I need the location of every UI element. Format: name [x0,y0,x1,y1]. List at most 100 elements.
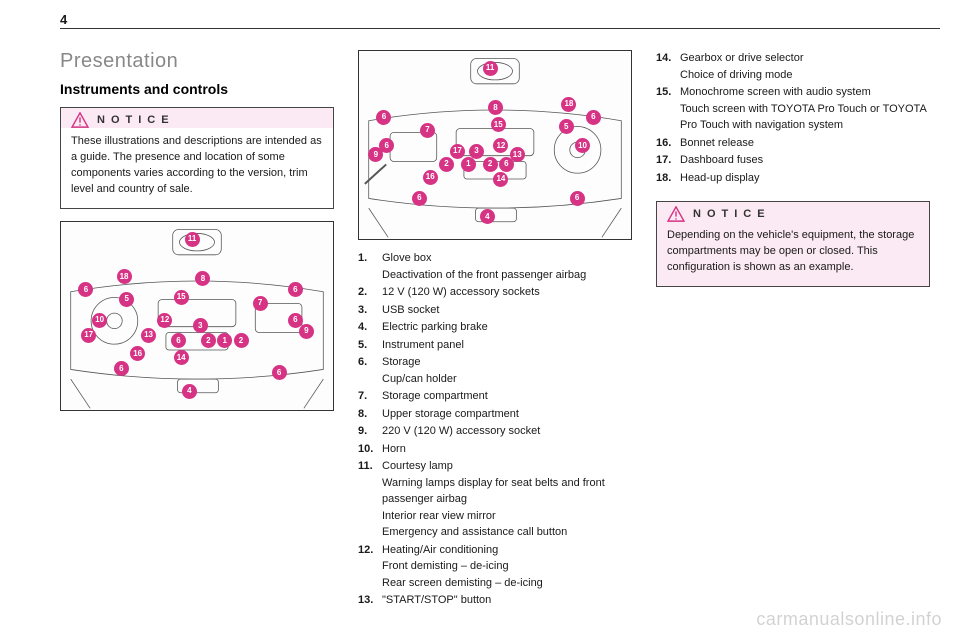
item-subtext: Cup/can holder [382,371,632,388]
item-number: 6. [358,354,382,387]
item-subtext: Touch screen with TOYOTA Pro Touch or TO… [680,101,930,134]
item-text: Dashboard fuses [680,152,930,169]
item-subtext: Choice of driving mode [680,67,930,84]
notice-header-2: NOTICE [657,202,929,222]
list-item: 3.USB socket [358,302,632,319]
item-subtext: Emergency and assistance call button [382,524,632,541]
item-subtext: Interior rear view mirror [382,508,632,525]
item-number: 15. [656,84,680,134]
callout-6: 6 [272,365,287,380]
item-text: "START/STOP" button [382,592,632,609]
callout-17: 17 [450,144,465,159]
callout-5: 5 [119,292,134,307]
watermark: carmanualsonline.info [756,609,942,630]
warning-icon [71,112,89,128]
item-number: 16. [656,135,680,152]
notice-box-2: NOTICE Depending on the vehicle's equipm… [656,201,930,287]
list-item: 5.Instrument panel [358,337,632,354]
callout-12: 12 [157,313,172,328]
list-item: 2.12 V (120 W) accessory sockets [358,284,632,301]
item-number: 17. [656,152,680,169]
item-text: USB socket [382,302,632,319]
item-number: 13. [358,592,382,609]
item-subtext: Front demisting – de-icing [382,558,632,575]
item-number: 12. [358,542,382,592]
callout-9: 9 [299,324,314,339]
item-subtext: Deactivation of the front passenger airb… [382,267,632,284]
item-text: Monochrome screen with audio systemTouch… [680,84,930,134]
callout-15: 15 [491,117,506,132]
item-number: 11. [358,458,382,541]
header-rule [60,28,940,29]
callout-10: 10 [92,313,107,328]
item-number: 14. [656,50,680,83]
item-text: Horn [382,441,632,458]
callout-2: 2 [483,157,498,172]
item-number: 8. [358,406,382,423]
column-1: Presentation Instruments and controls NO… [60,50,334,600]
item-number: 5. [358,337,382,354]
list-item: 18.Head-up display [656,170,930,187]
item-text: Heating/Air conditioningFront demisting … [382,542,632,592]
item-text: Storage compartment [382,388,632,405]
callout-2: 2 [234,333,249,348]
list-item: 8.Upper storage compartment [358,406,632,423]
callout-17: 17 [81,328,96,343]
item-subtext: Rear screen demisting – de-icing [382,575,632,592]
list-item: 1.Glove boxDeactivation of the front pas… [358,250,632,283]
item-number: 7. [358,388,382,405]
callout-7: 7 [420,123,435,138]
list-item: 9.220 V (120 W) accessory socket [358,423,632,440]
item-text: Upper storage compartment [382,406,632,423]
item-text: 12 V (120 W) accessory sockets [382,284,632,301]
callout-4: 4 [182,384,197,399]
callout-6: 6 [586,110,601,125]
notice-label: NOTICE [97,114,175,126]
notice-body-1: These illustrations and descriptions are… [61,128,333,208]
list-item: 11.Courtesy lampWarning lamps display fo… [358,458,632,541]
callout-3: 3 [193,318,208,333]
callout-11: 11 [483,61,498,76]
list-item: 7.Storage compartment [358,388,632,405]
callout-6: 6 [499,157,514,172]
item-number: 10. [358,441,382,458]
callout-14: 14 [174,350,189,365]
list-item: 12.Heating/Air conditioningFront demisti… [358,542,632,592]
item-number: 18. [656,170,680,187]
callout-15: 15 [174,290,189,305]
column-3: 14.Gearbox or drive selectorChoice of dr… [656,50,930,600]
item-subtext: Warning lamps display for seat belts and… [382,475,632,508]
item-number: 1. [358,250,382,283]
instruments-list-a: 1.Glove boxDeactivation of the front pas… [358,250,632,609]
subheading: Instruments and controls [60,81,334,97]
instruments-list-b: 14.Gearbox or drive selectorChoice of dr… [656,50,930,186]
callout-16: 16 [423,170,438,185]
list-item: 6.StorageCup/can holder [358,354,632,387]
callout-2: 2 [201,333,216,348]
notice-box-1: NOTICE These illustrations and descripti… [60,107,334,209]
item-number: 4. [358,319,382,336]
callout-6: 6 [570,191,585,206]
content-area: Presentation Instruments and controls NO… [60,50,930,600]
column-2: 111866851571012361713212691614664 1.Glov… [358,50,632,600]
list-item: 10.Horn [358,441,632,458]
list-item: 16.Bonnet release [656,135,930,152]
notice-header: NOTICE [61,108,333,128]
callout-3: 3 [469,144,484,159]
item-text: Bonnet release [680,135,930,152]
dashboard-diagram-left: 111866851571012361713212691614664 [60,221,334,411]
callout-7: 7 [253,296,268,311]
callout-10: 10 [575,138,590,153]
section-title: Presentation [60,50,334,73]
warning-icon [667,206,685,222]
item-text: StorageCup/can holder [382,354,632,387]
page-number: 4 [60,12,67,27]
dashboard-diagram-right: 111866851571012361713212691614664 [358,50,632,240]
callout-1: 1 [461,157,476,172]
item-number: 9. [358,423,382,440]
callout-11: 11 [185,232,200,247]
callout-6: 6 [412,191,427,206]
item-number: 2. [358,284,382,301]
item-text: Courtesy lampWarning lamps display for s… [382,458,632,541]
item-text: 220 V (120 W) accessory socket [382,423,632,440]
